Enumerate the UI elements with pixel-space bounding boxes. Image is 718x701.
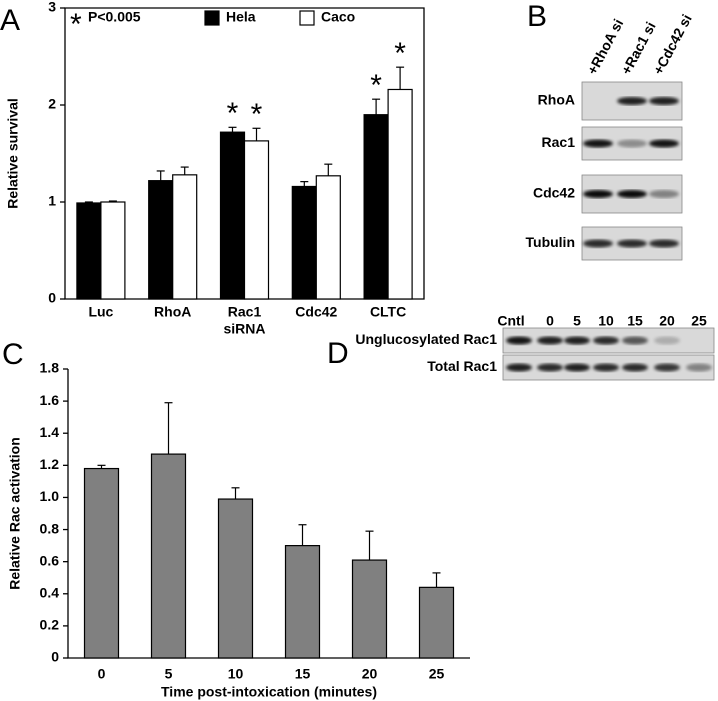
blot-band	[622, 363, 648, 372]
panel-letter: D	[327, 337, 349, 370]
legend-label: Caco	[321, 9, 355, 25]
x-tick-label: RhoA	[154, 304, 191, 320]
lane-label: 25	[691, 313, 707, 329]
significance-marker: *	[394, 37, 406, 70]
x-tick-label: 15	[295, 666, 311, 682]
blot-band	[649, 97, 679, 105]
bar	[83, 467, 120, 659]
x-tick-label: 25	[429, 666, 445, 682]
y-tick-label: 0	[48, 290, 56, 306]
bar	[315, 175, 341, 300]
blot-band	[593, 336, 619, 345]
y-tick-label: 0.8	[40, 520, 60, 536]
blot-band	[537, 363, 563, 372]
x-tick-label: Luc	[88, 304, 113, 320]
blot-band	[617, 139, 647, 148]
blot-band	[654, 363, 680, 372]
bar	[351, 559, 388, 659]
row-label: RhoA	[538, 92, 575, 108]
x-tick-label: CLTC	[370, 304, 406, 320]
row-label: Rac1	[542, 134, 576, 150]
blot-band	[617, 190, 647, 198]
y-tick-label: 1.4	[40, 424, 60, 440]
panel-letter: A	[0, 4, 20, 37]
bar	[363, 114, 389, 300]
blot-band	[649, 139, 679, 148]
significance-marker: *	[227, 97, 239, 130]
blot-band	[583, 190, 613, 198]
x-tick-label: Cdc42	[295, 304, 337, 320]
row-label: Cdc42	[533, 185, 575, 201]
row-label: Tubulin	[526, 234, 576, 250]
lane-label: 5	[573, 313, 581, 329]
blot-band	[617, 97, 647, 105]
bar	[418, 586, 455, 659]
y-tick-label: 1.8	[40, 360, 60, 376]
blot-band	[564, 336, 590, 345]
bar	[291, 185, 317, 300]
blot-band	[593, 363, 619, 372]
annotation: P<0.005	[88, 9, 141, 25]
x-tick-label: 0	[98, 666, 106, 682]
significance-marker: *	[370, 69, 382, 102]
x-tick-label: 10	[228, 666, 244, 682]
x-tick-label: 5	[165, 666, 173, 682]
panel-letter: C	[2, 338, 24, 371]
row-label: Total Rac1	[427, 358, 497, 374]
y-tick-label: 3	[48, 0, 56, 15]
blot-band	[506, 363, 532, 372]
y-tick-label: 1.2	[40, 456, 60, 472]
bar	[243, 140, 270, 300]
x-tick-label: Rac1	[228, 304, 262, 320]
blot-band	[583, 139, 613, 148]
y-axis-label: Relative survival	[5, 98, 21, 209]
axis-frame	[67, 369, 470, 659]
bar	[217, 498, 254, 659]
bar	[148, 180, 174, 300]
bar	[100, 201, 126, 300]
bar	[219, 131, 246, 300]
blot-band	[654, 336, 680, 345]
legend-swatch	[299, 10, 315, 26]
panel-letter: B	[527, 0, 547, 33]
lane-label: +Cdc42 si	[650, 12, 695, 78]
y-tick-label: 1.0	[40, 488, 60, 504]
significance-marker: *	[251, 98, 263, 131]
legend-label: Hela	[226, 9, 256, 25]
y-tick-label: 1	[48, 193, 56, 209]
y-tick-label: 1.6	[40, 392, 60, 408]
y-tick-label: 0	[51, 649, 59, 665]
y-axis-label: Relative Rac activation	[7, 437, 23, 590]
blot-band	[564, 363, 590, 372]
lane-label: Cntl	[497, 313, 524, 329]
blot-band	[537, 336, 563, 345]
legend-swatch	[204, 10, 220, 26]
bar	[284, 545, 321, 659]
bar	[172, 174, 198, 300]
y-tick-label: 0.6	[40, 552, 60, 568]
blot-band	[686, 363, 712, 372]
blot-band	[617, 239, 647, 248]
blot-band	[649, 190, 679, 198]
annotation-marker: *	[70, 8, 82, 41]
blot-band	[583, 239, 613, 248]
blot-band	[649, 239, 679, 248]
lane-label: 20	[659, 313, 675, 329]
x-tick-label: 20	[362, 666, 378, 682]
lane-label: 15	[627, 313, 643, 329]
y-tick-label: 2	[48, 96, 56, 112]
blot-band	[506, 336, 532, 345]
x-axis-label: siRNA	[223, 321, 265, 337]
lane-label: 10	[598, 313, 614, 329]
bar	[387, 88, 413, 300]
lane-label: 0	[546, 313, 554, 329]
x-axis-label: Time post-intoxication (minutes)	[161, 684, 377, 700]
y-tick-label: 0.4	[40, 584, 60, 600]
y-tick-label: 0.2	[40, 617, 60, 633]
bar	[76, 202, 102, 300]
row-label: Unglucosylated Rac1	[355, 331, 497, 347]
blot-band	[622, 336, 648, 345]
bar	[150, 453, 187, 659]
